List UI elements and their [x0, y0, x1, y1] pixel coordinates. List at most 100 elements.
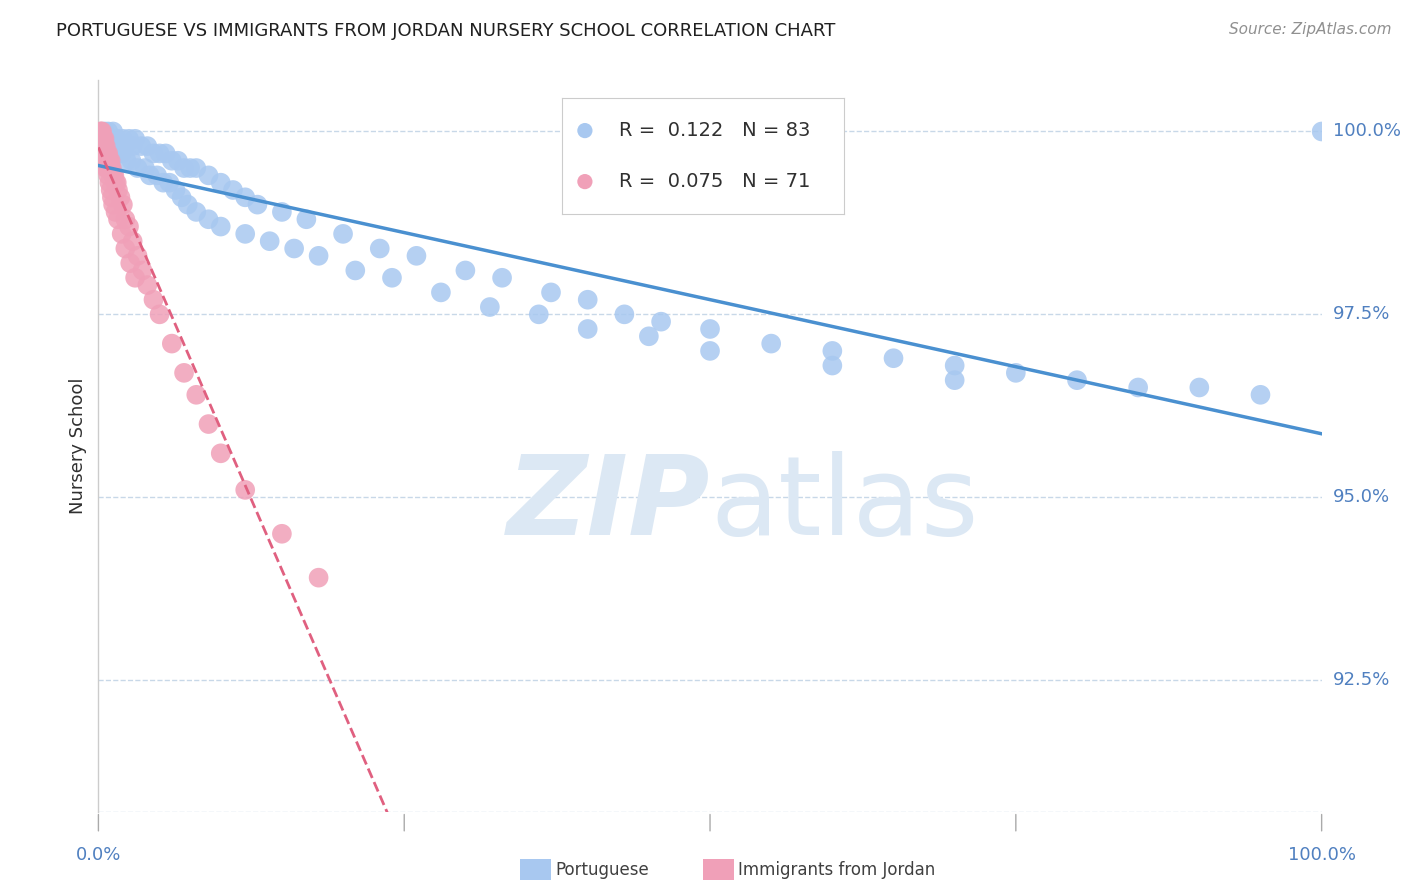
Point [233, 227, 256, 241]
Point [209, 446, 232, 460]
Point [96, 161, 118, 175]
Point [186, 205, 208, 219]
Point [118, 219, 141, 234]
Point [233, 483, 256, 497]
Point [111, 146, 134, 161]
Point [943, 359, 966, 373]
Point [197, 212, 219, 227]
Point [103, 169, 125, 183]
Point [259, 234, 281, 248]
Point [90, 124, 112, 138]
Point [98, 139, 121, 153]
Point [270, 205, 294, 219]
Point [179, 161, 201, 175]
Point [173, 366, 195, 380]
Point [114, 139, 136, 153]
Point [1066, 373, 1088, 387]
Point [121, 139, 143, 153]
Point [118, 132, 141, 146]
Point [167, 153, 190, 168]
Point [124, 270, 146, 285]
Point [98, 153, 121, 168]
Text: 100.0%: 100.0% [1333, 122, 1400, 140]
Point [197, 417, 219, 431]
Point [93, 146, 115, 161]
Point [186, 161, 208, 175]
Text: R =  0.075   N = 71: R = 0.075 N = 71 [619, 172, 810, 191]
Point [233, 190, 256, 204]
Point [105, 132, 128, 146]
Point [155, 146, 177, 161]
Point [131, 263, 153, 277]
Point [94, 153, 117, 168]
Point [114, 212, 136, 227]
Point [111, 197, 134, 211]
Point [761, 336, 783, 351]
Text: 92.5%: 92.5% [1333, 671, 1391, 689]
Point [650, 315, 672, 329]
Point [115, 153, 138, 168]
Point [93, 124, 115, 138]
Point [91, 139, 114, 153]
Point [699, 343, 721, 358]
Point [91, 139, 114, 153]
Point [1249, 388, 1271, 402]
Point [637, 329, 661, 343]
Point [100, 153, 122, 168]
Point [149, 146, 172, 161]
Point [91, 124, 114, 138]
Point [107, 212, 129, 227]
Point [283, 242, 305, 256]
Point [93, 146, 115, 161]
Point [91, 139, 114, 153]
Text: 100.0%: 100.0% [1288, 847, 1355, 864]
Point [157, 176, 180, 190]
Point [110, 190, 132, 204]
Point [527, 307, 550, 321]
Point [405, 249, 427, 263]
Point [142, 293, 165, 307]
Point [136, 278, 159, 293]
Point [332, 227, 354, 241]
Text: 97.5%: 97.5% [1333, 305, 1391, 323]
Point [160, 336, 183, 351]
Point [104, 176, 127, 190]
Point [91, 132, 114, 146]
Point [381, 270, 404, 285]
Point [222, 183, 245, 197]
Point [1004, 366, 1026, 380]
Point [90, 124, 112, 138]
Point [152, 176, 174, 190]
Point [107, 146, 129, 161]
Point [94, 146, 117, 161]
Point [186, 388, 208, 402]
Point [943, 373, 966, 387]
Point [94, 146, 117, 161]
Point [149, 307, 172, 321]
Point [97, 169, 120, 183]
Point [91, 132, 114, 146]
Point [209, 176, 232, 190]
Point [821, 343, 844, 358]
Point [96, 146, 118, 161]
Point [540, 285, 562, 300]
Point [491, 270, 513, 285]
Point [454, 263, 477, 277]
Point [134, 161, 156, 175]
Point [120, 256, 142, 270]
Point [246, 197, 269, 211]
Point [91, 132, 114, 146]
Point [100, 132, 122, 146]
Point [103, 139, 125, 153]
Point [142, 146, 165, 161]
Text: ZIP: ZIP [506, 451, 710, 558]
Point [101, 190, 124, 204]
Point [93, 132, 115, 146]
Point [101, 124, 124, 138]
Point [114, 242, 136, 256]
Point [170, 190, 193, 204]
Text: Source: ZipAtlas.com: Source: ZipAtlas.com [1229, 22, 1392, 37]
Point [127, 249, 149, 263]
Point [430, 285, 453, 300]
Point [90, 132, 112, 146]
